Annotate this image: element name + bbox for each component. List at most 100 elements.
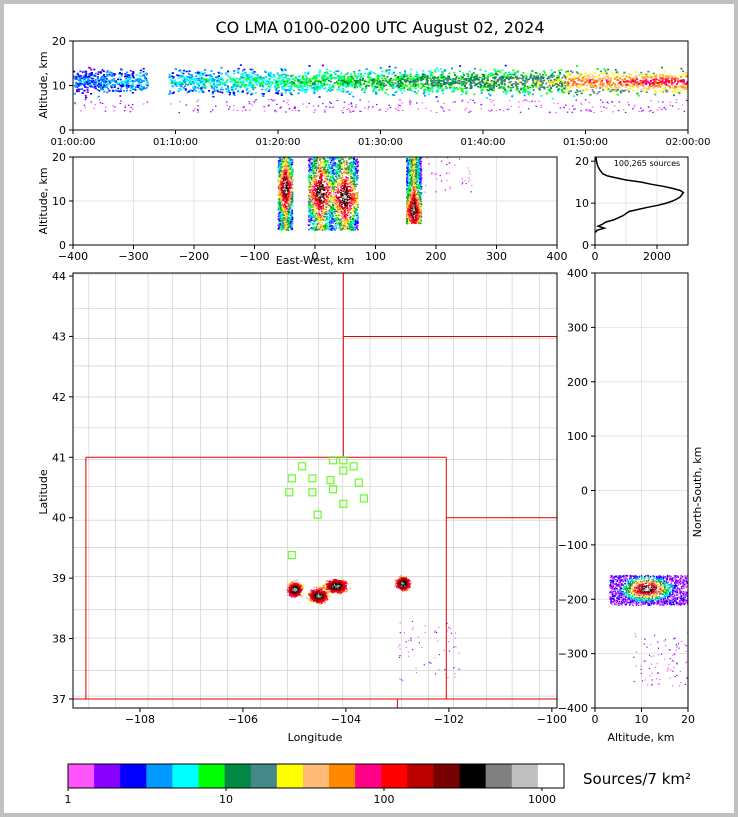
ta-source-point	[525, 75, 528, 78]
ta-source-point	[671, 82, 674, 84]
ta-source-point	[342, 75, 345, 78]
ta-source-point	[335, 70, 338, 73]
ta-source-point	[326, 73, 329, 75]
ta-source-point	[290, 75, 292, 77]
ta-source-point	[462, 81, 465, 83]
ta-source-point	[436, 79, 438, 82]
ta-source-point	[308, 85, 311, 87]
ta-source-point	[201, 87, 204, 89]
ta-source-point	[635, 75, 638, 77]
ta-source-point	[259, 85, 262, 87]
ta-source-point	[648, 107, 650, 109]
ta-source-point	[102, 75, 105, 77]
ta-source-point	[431, 87, 434, 89]
ta-source-point	[513, 72, 516, 75]
ta-source-point	[563, 87, 566, 89]
ta-source-point	[136, 74, 139, 76]
ta-source-point	[410, 78, 413, 81]
ta-source-point	[471, 79, 474, 82]
ta-source-point	[199, 73, 202, 76]
ta-source-point	[448, 72, 451, 75]
ta-source-point	[674, 84, 677, 87]
ta-source-point	[601, 78, 604, 80]
ta-source-point	[263, 78, 266, 80]
ta-source-point	[679, 79, 682, 82]
ta-source-point	[219, 82, 222, 85]
ta-source-point	[89, 81, 91, 83]
ta-source-point	[450, 86, 453, 89]
ta-source-point	[93, 68, 96, 71]
ta-source-point	[355, 106, 357, 108]
ta-source-point	[362, 77, 364, 80]
ta-source-point	[614, 85, 617, 88]
ta-source-point	[228, 93, 231, 96]
ta-source-point	[461, 91, 464, 93]
ta-source-point	[102, 70, 105, 73]
ta-source-point	[111, 79, 114, 81]
ew-source-point	[283, 182, 286, 184]
ta-source-point	[181, 82, 184, 84]
ta-source-point	[493, 76, 496, 78]
ta-source-point	[208, 79, 211, 82]
ta-source-point	[226, 101, 228, 103]
ta-source-point	[451, 82, 454, 84]
ta-source-point	[664, 108, 667, 110]
ta-source-point	[643, 80, 646, 82]
ta-source-point	[534, 100, 536, 102]
ta-source-point	[254, 92, 257, 94]
ta-source-point	[253, 80, 256, 82]
ta-source-point	[591, 89, 594, 91]
ta-source-point	[142, 103, 145, 105]
ta-source-point	[248, 74, 251, 76]
ta-source-point	[427, 77, 430, 79]
ta-source-point	[126, 87, 128, 90]
ta-source-point	[258, 77, 261, 80]
ta-source-point	[429, 71, 432, 73]
ta-source-point	[243, 106, 245, 108]
ta-source-point	[384, 84, 387, 86]
ta-source-point	[171, 84, 174, 87]
ta-source-point	[103, 78, 106, 81]
ta-source-point	[276, 73, 279, 76]
ta-source-point	[465, 82, 468, 84]
ta-source-point	[442, 88, 445, 91]
ta-source-point	[312, 105, 315, 107]
ta-source-point	[299, 78, 302, 81]
ta-source-point	[238, 85, 241, 88]
ta-source-point	[532, 89, 535, 91]
ta-source-point	[77, 88, 80, 91]
ta-source-point	[551, 76, 554, 78]
ta-source-point	[203, 78, 206, 80]
ta-source-point	[205, 80, 208, 82]
ta-source-point	[444, 85, 447, 88]
ta-source-point	[421, 73, 424, 76]
ta-source-point	[341, 110, 343, 112]
ta-source-point	[416, 71, 419, 73]
ta-source-point	[417, 90, 420, 93]
ta-source-point	[342, 79, 345, 82]
ta-source-point	[681, 80, 684, 82]
ta-source-point	[188, 82, 191, 85]
ta-source-point	[663, 70, 666, 73]
ta-source-point	[556, 83, 559, 86]
ta-source-point	[566, 88, 569, 90]
ta-source-point	[110, 86, 113, 89]
ta-source-point	[291, 84, 293, 87]
ta-source-point	[242, 80, 245, 82]
ta-source-point	[557, 84, 560, 86]
ta-source-point	[86, 86, 89, 89]
ta-source-point	[391, 73, 394, 75]
ta-source-point	[237, 90, 240, 93]
ta-source-point	[196, 77, 199, 80]
ew-source-point	[279, 222, 281, 224]
ta-source-point	[123, 90, 125, 92]
ta-source-point	[495, 85, 498, 87]
ta-source-point	[403, 74, 406, 76]
ta-source-point	[285, 111, 287, 113]
ta-source-point	[427, 93, 430, 96]
ta-source-point	[371, 85, 374, 88]
ta-source-point	[409, 81, 411, 83]
ta-source-point	[563, 107, 565, 109]
ta-source-point	[527, 78, 530, 81]
ta-source-point	[97, 73, 100, 75]
